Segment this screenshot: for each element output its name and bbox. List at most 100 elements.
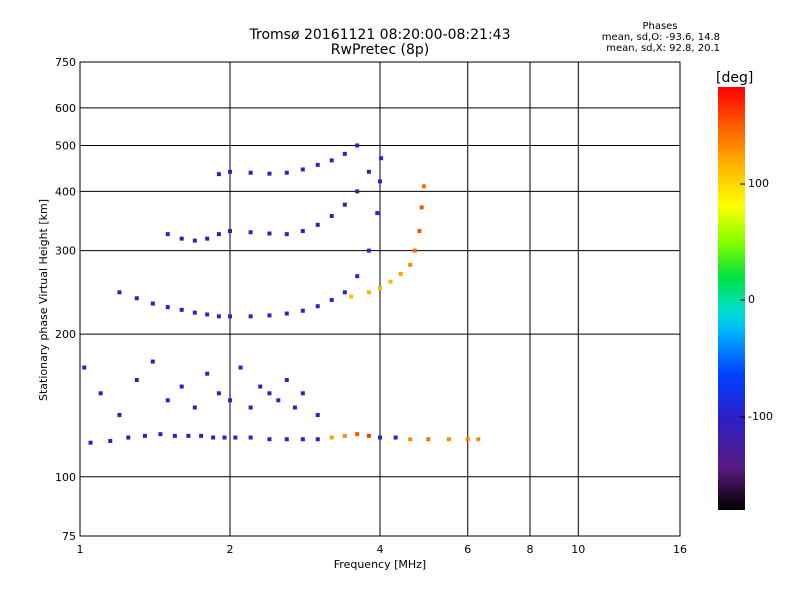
data-point: [126, 435, 131, 440]
data-point: [216, 391, 221, 396]
phase-mean-o: mean, sd,O: -93.6, 14.8: [601, 32, 720, 43]
data-point: [342, 202, 347, 207]
data-point: [465, 437, 470, 442]
data-point: [179, 384, 184, 389]
y-tick-label: 750: [55, 56, 76, 69]
colorbar-tick-marks: [740, 183, 745, 418]
data-point: [134, 378, 139, 383]
data-point: [238, 365, 243, 370]
y-tick-label: 500: [55, 139, 76, 152]
data-point: [398, 271, 403, 276]
data-point: [393, 435, 398, 440]
data-point: [165, 305, 170, 310]
data-point: [366, 169, 371, 174]
title-line-1: Tromsø 20161121 08:20:00-08:21:43: [249, 27, 511, 43]
data-point: [179, 307, 184, 312]
data-point: [378, 286, 382, 291]
data-point: [342, 151, 347, 156]
plot-grid: [80, 62, 680, 536]
data-point: [300, 391, 305, 396]
data-point: [446, 437, 451, 442]
x-axis-label: Frequency [MHz]: [334, 558, 426, 571]
colorbar-unit: [deg]: [716, 70, 754, 86]
data-point: [98, 391, 103, 396]
data-point: [417, 229, 422, 234]
data-point: [292, 405, 297, 410]
data-point: [426, 437, 431, 442]
y-tick-labels: 75 100 200 300 400 500 600 750: [55, 56, 76, 543]
data-point: [205, 236, 210, 241]
data-point: [284, 232, 289, 237]
data-point: [222, 435, 227, 440]
data-points: [82, 143, 481, 445]
colorbar-tick-100: 100: [748, 177, 769, 190]
data-point: [315, 413, 320, 418]
data-point: [267, 231, 272, 236]
data-point: [248, 170, 253, 175]
data-point: [172, 433, 177, 438]
data-point: [216, 232, 221, 237]
data-point: [355, 274, 360, 279]
data-point: [248, 230, 253, 235]
x-tick-label: 6: [464, 543, 471, 556]
data-point: [248, 405, 253, 410]
data-point: [199, 433, 204, 438]
data-point: [267, 391, 272, 396]
y-axis-label: Stationary phase Virtual Height [km]: [37, 199, 50, 401]
data-point: [258, 384, 263, 389]
data-point: [117, 290, 122, 295]
data-point: [300, 308, 305, 313]
data-point: [165, 398, 170, 403]
data-point: [267, 437, 272, 442]
data-point: [165, 232, 170, 237]
data-point: [228, 229, 232, 234]
data-point: [366, 248, 371, 253]
data-point: [228, 398, 232, 403]
y-tick-label: 300: [55, 245, 76, 258]
title-line-2: RwPretec (8p): [330, 42, 430, 58]
y-tick-label: 75: [62, 530, 76, 543]
data-point: [300, 229, 305, 234]
data-point: [186, 433, 191, 438]
data-point: [158, 432, 163, 437]
x-tick-labels: 1 2 4 6 8 10 16: [77, 543, 688, 556]
data-point: [179, 236, 184, 241]
data-point: [228, 169, 232, 174]
data-point: [315, 162, 320, 167]
data-point: [329, 298, 334, 303]
data-point: [421, 184, 426, 189]
data-point: [329, 435, 334, 440]
data-point: [315, 222, 320, 227]
data-point: [228, 314, 232, 319]
data-point: [205, 312, 210, 317]
data-point: [108, 438, 113, 443]
data-point: [378, 435, 382, 440]
data-point: [216, 172, 221, 177]
data-point: [408, 437, 413, 442]
y-tick-label: 100: [55, 471, 76, 484]
data-point: [300, 437, 305, 442]
colorbar-tick-0: 0: [748, 293, 755, 306]
data-point: [329, 213, 334, 218]
data-point: [366, 290, 371, 295]
data-point: [284, 311, 289, 316]
data-point: [284, 378, 289, 383]
data-point: [88, 440, 93, 445]
data-point: [192, 310, 197, 315]
data-point: [366, 433, 371, 438]
y-tick-label: 600: [55, 102, 76, 115]
phase-stats: Phases mean, sd,O: -93.6, 14.8 mean, sd,…: [560, 21, 720, 54]
data-point: [408, 262, 413, 267]
data-point: [342, 290, 347, 295]
colorbar: [718, 87, 745, 510]
data-point: [233, 435, 238, 440]
data-point: [150, 301, 155, 306]
data-point: [412, 248, 417, 253]
data-point: [284, 170, 289, 175]
plot-frame: [79, 61, 681, 537]
data-point: [355, 189, 360, 194]
data-point: [276, 398, 281, 403]
x-tick-label: 10: [571, 543, 585, 556]
data-point: [267, 171, 272, 176]
data-point: [248, 435, 253, 440]
